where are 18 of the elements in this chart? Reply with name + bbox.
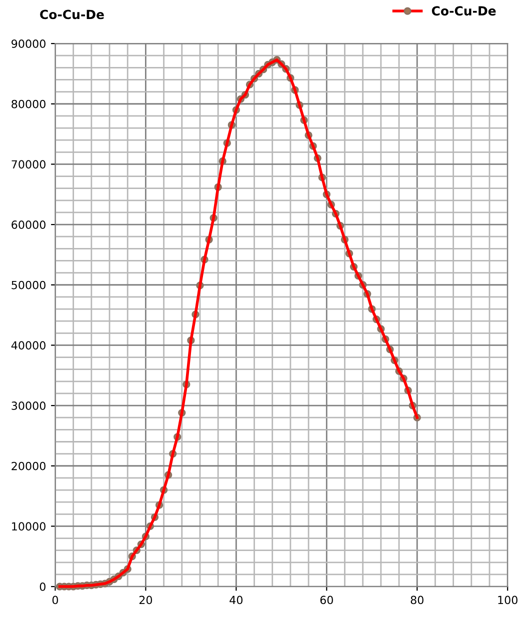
y-tick-label: 80000 (12, 100, 46, 108)
chart-title: Co-Cu-De (40, 10, 104, 20)
x-tick-label: 80 (410, 596, 424, 604)
y-tick-label: 50000 (12, 280, 46, 290)
y-tick-label: 90000 (12, 40, 46, 48)
y-tick-label: 40000 (11, 341, 46, 350)
y-tick-label: 10000 (12, 522, 46, 531)
y-tick-label: 30000 (12, 402, 46, 410)
x-tick-label: 20 (139, 596, 152, 604)
y-tick-label: 20000 (12, 462, 46, 470)
x-tick-label: 0 (52, 596, 58, 604)
y-tick-label: 0 (40, 582, 46, 591)
y-tick-label: 60000 (12, 220, 46, 229)
x-tick-label: 100 (498, 596, 518, 604)
x-tick-label: 60 (320, 596, 333, 604)
x-tick-label: 40 (230, 596, 243, 604)
legend-label: Co-Cu-De (432, 6, 496, 16)
y-tick-label: 70000 (12, 160, 46, 169)
